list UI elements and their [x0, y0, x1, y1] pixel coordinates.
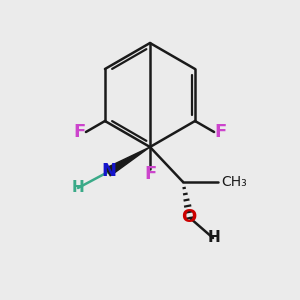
Text: H: H	[72, 179, 84, 194]
Text: F: F	[144, 165, 156, 183]
Text: F: F	[214, 123, 226, 141]
Text: O: O	[182, 208, 196, 226]
Text: H: H	[208, 230, 220, 244]
Text: CH₃: CH₃	[221, 175, 247, 189]
Text: F: F	[74, 123, 86, 141]
Polygon shape	[106, 147, 150, 176]
Text: N: N	[101, 162, 116, 180]
